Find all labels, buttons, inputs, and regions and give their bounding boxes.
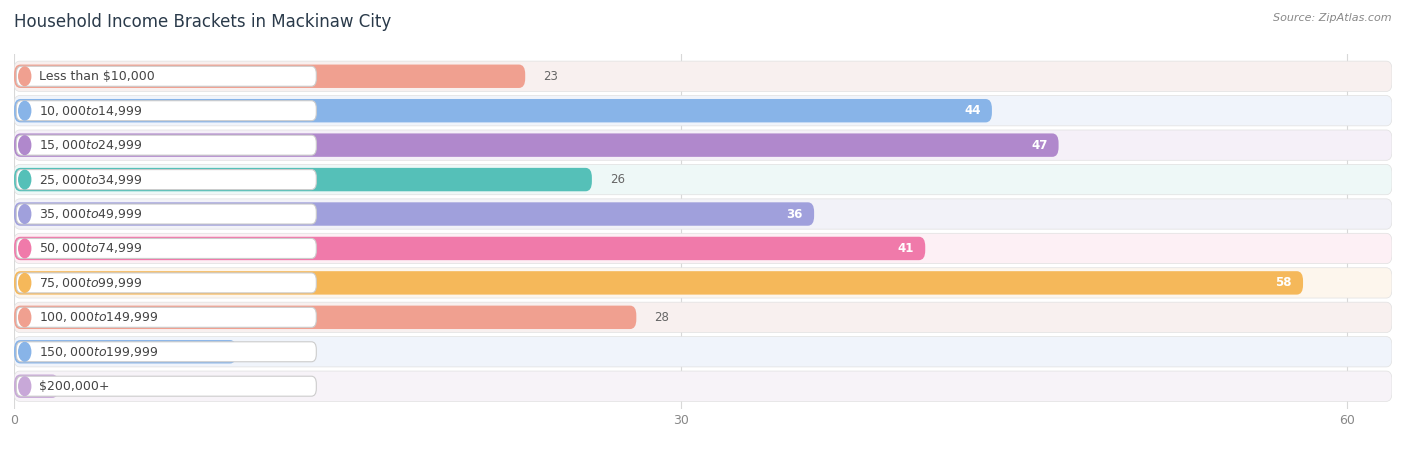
- FancyBboxPatch shape: [14, 96, 1392, 126]
- Circle shape: [18, 377, 31, 396]
- FancyBboxPatch shape: [17, 238, 316, 259]
- FancyBboxPatch shape: [14, 65, 526, 88]
- Circle shape: [18, 239, 31, 258]
- Text: $50,000 to $74,999: $50,000 to $74,999: [38, 242, 142, 255]
- Text: $75,000 to $99,999: $75,000 to $99,999: [38, 276, 142, 290]
- Text: $200,000+: $200,000+: [38, 380, 110, 393]
- Circle shape: [18, 273, 31, 292]
- Text: $100,000 to $149,999: $100,000 to $149,999: [38, 310, 157, 324]
- Text: Source: ZipAtlas.com: Source: ZipAtlas.com: [1274, 13, 1392, 23]
- FancyBboxPatch shape: [14, 340, 236, 364]
- Text: Household Income Brackets in Mackinaw City: Household Income Brackets in Mackinaw Ci…: [14, 13, 391, 31]
- Text: $25,000 to $34,999: $25,000 to $34,999: [38, 172, 142, 187]
- Text: 2: 2: [76, 380, 84, 393]
- FancyBboxPatch shape: [17, 376, 316, 396]
- Text: $35,000 to $49,999: $35,000 to $49,999: [38, 207, 142, 221]
- FancyBboxPatch shape: [17, 170, 316, 189]
- FancyBboxPatch shape: [14, 237, 925, 260]
- FancyBboxPatch shape: [17, 101, 316, 121]
- FancyBboxPatch shape: [14, 374, 59, 398]
- Circle shape: [18, 136, 31, 154]
- Text: 28: 28: [654, 311, 669, 324]
- Text: $15,000 to $24,999: $15,000 to $24,999: [38, 138, 142, 152]
- Text: 47: 47: [1031, 139, 1047, 152]
- Text: 23: 23: [543, 70, 558, 83]
- FancyBboxPatch shape: [14, 371, 1392, 401]
- FancyBboxPatch shape: [17, 135, 316, 155]
- Circle shape: [18, 101, 31, 120]
- Text: 58: 58: [1275, 277, 1292, 290]
- Circle shape: [18, 308, 31, 326]
- FancyBboxPatch shape: [14, 271, 1303, 295]
- FancyBboxPatch shape: [14, 168, 592, 191]
- FancyBboxPatch shape: [17, 66, 316, 86]
- FancyBboxPatch shape: [14, 202, 814, 226]
- Circle shape: [18, 205, 31, 223]
- FancyBboxPatch shape: [14, 164, 1392, 195]
- Text: $10,000 to $14,999: $10,000 to $14,999: [38, 104, 142, 118]
- FancyBboxPatch shape: [14, 133, 1059, 157]
- FancyBboxPatch shape: [14, 199, 1392, 229]
- FancyBboxPatch shape: [17, 342, 316, 362]
- FancyBboxPatch shape: [14, 130, 1392, 160]
- FancyBboxPatch shape: [17, 273, 316, 293]
- Text: Less than $10,000: Less than $10,000: [38, 70, 155, 83]
- Text: $150,000 to $199,999: $150,000 to $199,999: [38, 345, 157, 359]
- Circle shape: [18, 67, 31, 86]
- FancyBboxPatch shape: [14, 99, 991, 123]
- FancyBboxPatch shape: [17, 308, 316, 327]
- FancyBboxPatch shape: [14, 268, 1392, 298]
- FancyBboxPatch shape: [14, 61, 1392, 92]
- Circle shape: [18, 343, 31, 361]
- Text: 10: 10: [254, 345, 269, 358]
- Text: 44: 44: [965, 104, 981, 117]
- Text: 36: 36: [786, 207, 803, 220]
- Circle shape: [18, 170, 31, 189]
- FancyBboxPatch shape: [17, 204, 316, 224]
- FancyBboxPatch shape: [14, 302, 1392, 332]
- Text: 26: 26: [610, 173, 624, 186]
- FancyBboxPatch shape: [14, 306, 637, 329]
- Text: 41: 41: [898, 242, 914, 255]
- FancyBboxPatch shape: [14, 233, 1392, 264]
- FancyBboxPatch shape: [14, 337, 1392, 367]
